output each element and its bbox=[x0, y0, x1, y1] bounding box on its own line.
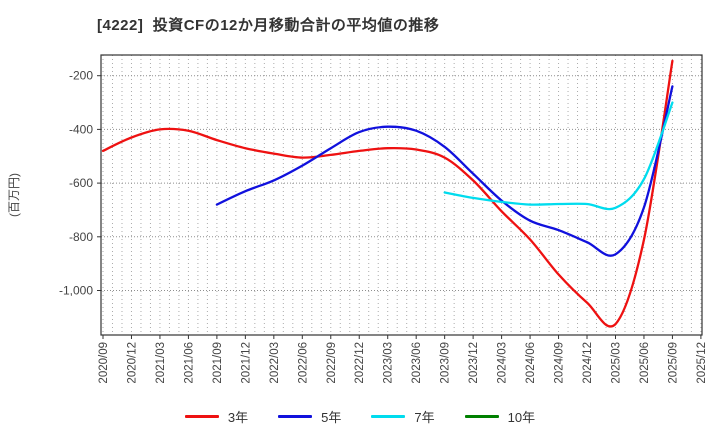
legend-item-10y: 10年 bbox=[464, 407, 536, 426]
legend-label-7y: 7年 bbox=[414, 409, 435, 425]
legend-swatch-3y bbox=[184, 414, 219, 418]
series-line-2 bbox=[215, 85, 674, 257]
x-tick-label: 2024/06 bbox=[525, 342, 537, 384]
x-tick-label: 2022/06 bbox=[297, 342, 309, 384]
x-tick-label: 2025/06 bbox=[639, 342, 651, 384]
legend-swatch-7y bbox=[371, 414, 406, 418]
x-tick-label: 2022/12 bbox=[354, 342, 366, 384]
x-tick-label: 2024/09 bbox=[554, 342, 566, 384]
legend-label-5y: 5年 bbox=[321, 409, 342, 425]
x-tick-label: 2023/06 bbox=[411, 342, 423, 384]
y-tick-label: -1,000 bbox=[59, 284, 93, 298]
x-tick-label: 2025/12 bbox=[696, 342, 708, 384]
y-axis-label: (百万円) bbox=[7, 173, 21, 217]
chart-title: [4222] 投資CFの12か月移動合計の平均値の推移 bbox=[97, 17, 440, 34]
x-tick-label: 2025/03 bbox=[610, 342, 622, 384]
x-tick-label: 2022/09 bbox=[326, 342, 338, 384]
x-tick-label: 2024/03 bbox=[497, 342, 509, 384]
x-tick-label: 2021/09 bbox=[212, 342, 224, 384]
x-tick-label: 2021/06 bbox=[183, 342, 195, 384]
x-tick-label: 2023/09 bbox=[440, 342, 452, 384]
y-tick-label: -600 bbox=[69, 176, 93, 190]
x-tick-label: 2021/12 bbox=[240, 342, 252, 384]
y-tick-label: -800 bbox=[69, 230, 93, 244]
series-line-1 bbox=[101, 59, 674, 328]
legend-label-3y: 3年 bbox=[227, 409, 249, 425]
x-tick-label: 2025/09 bbox=[667, 342, 679, 384]
y-tick-label: -400 bbox=[69, 122, 93, 136]
y-tick-label: -200 bbox=[69, 69, 93, 83]
legend-item-7y: 7年 bbox=[371, 407, 435, 426]
x-tick-label: 2023/12 bbox=[468, 342, 480, 384]
legend-item-5y: 5年 bbox=[278, 407, 341, 426]
legend-swatch-5y bbox=[278, 414, 313, 418]
legend-item-3y: 3年 bbox=[184, 407, 249, 426]
legend: 3年 5年 7年 10年 bbox=[0, 403, 720, 429]
legend-swatch-10y bbox=[464, 414, 499, 418]
x-tick-label: 2024/12 bbox=[582, 342, 594, 384]
x-tick-label: 2020/09 bbox=[98, 342, 110, 384]
x-tick-label: 2021/03 bbox=[155, 342, 167, 384]
x-tick-label: 2020/12 bbox=[126, 342, 138, 384]
legend-label-10y: 10年 bbox=[507, 409, 536, 425]
x-tick-label: 2023/03 bbox=[383, 342, 395, 384]
x-tick-label: 2022/03 bbox=[269, 342, 281, 384]
series-line-3 bbox=[443, 101, 674, 211]
